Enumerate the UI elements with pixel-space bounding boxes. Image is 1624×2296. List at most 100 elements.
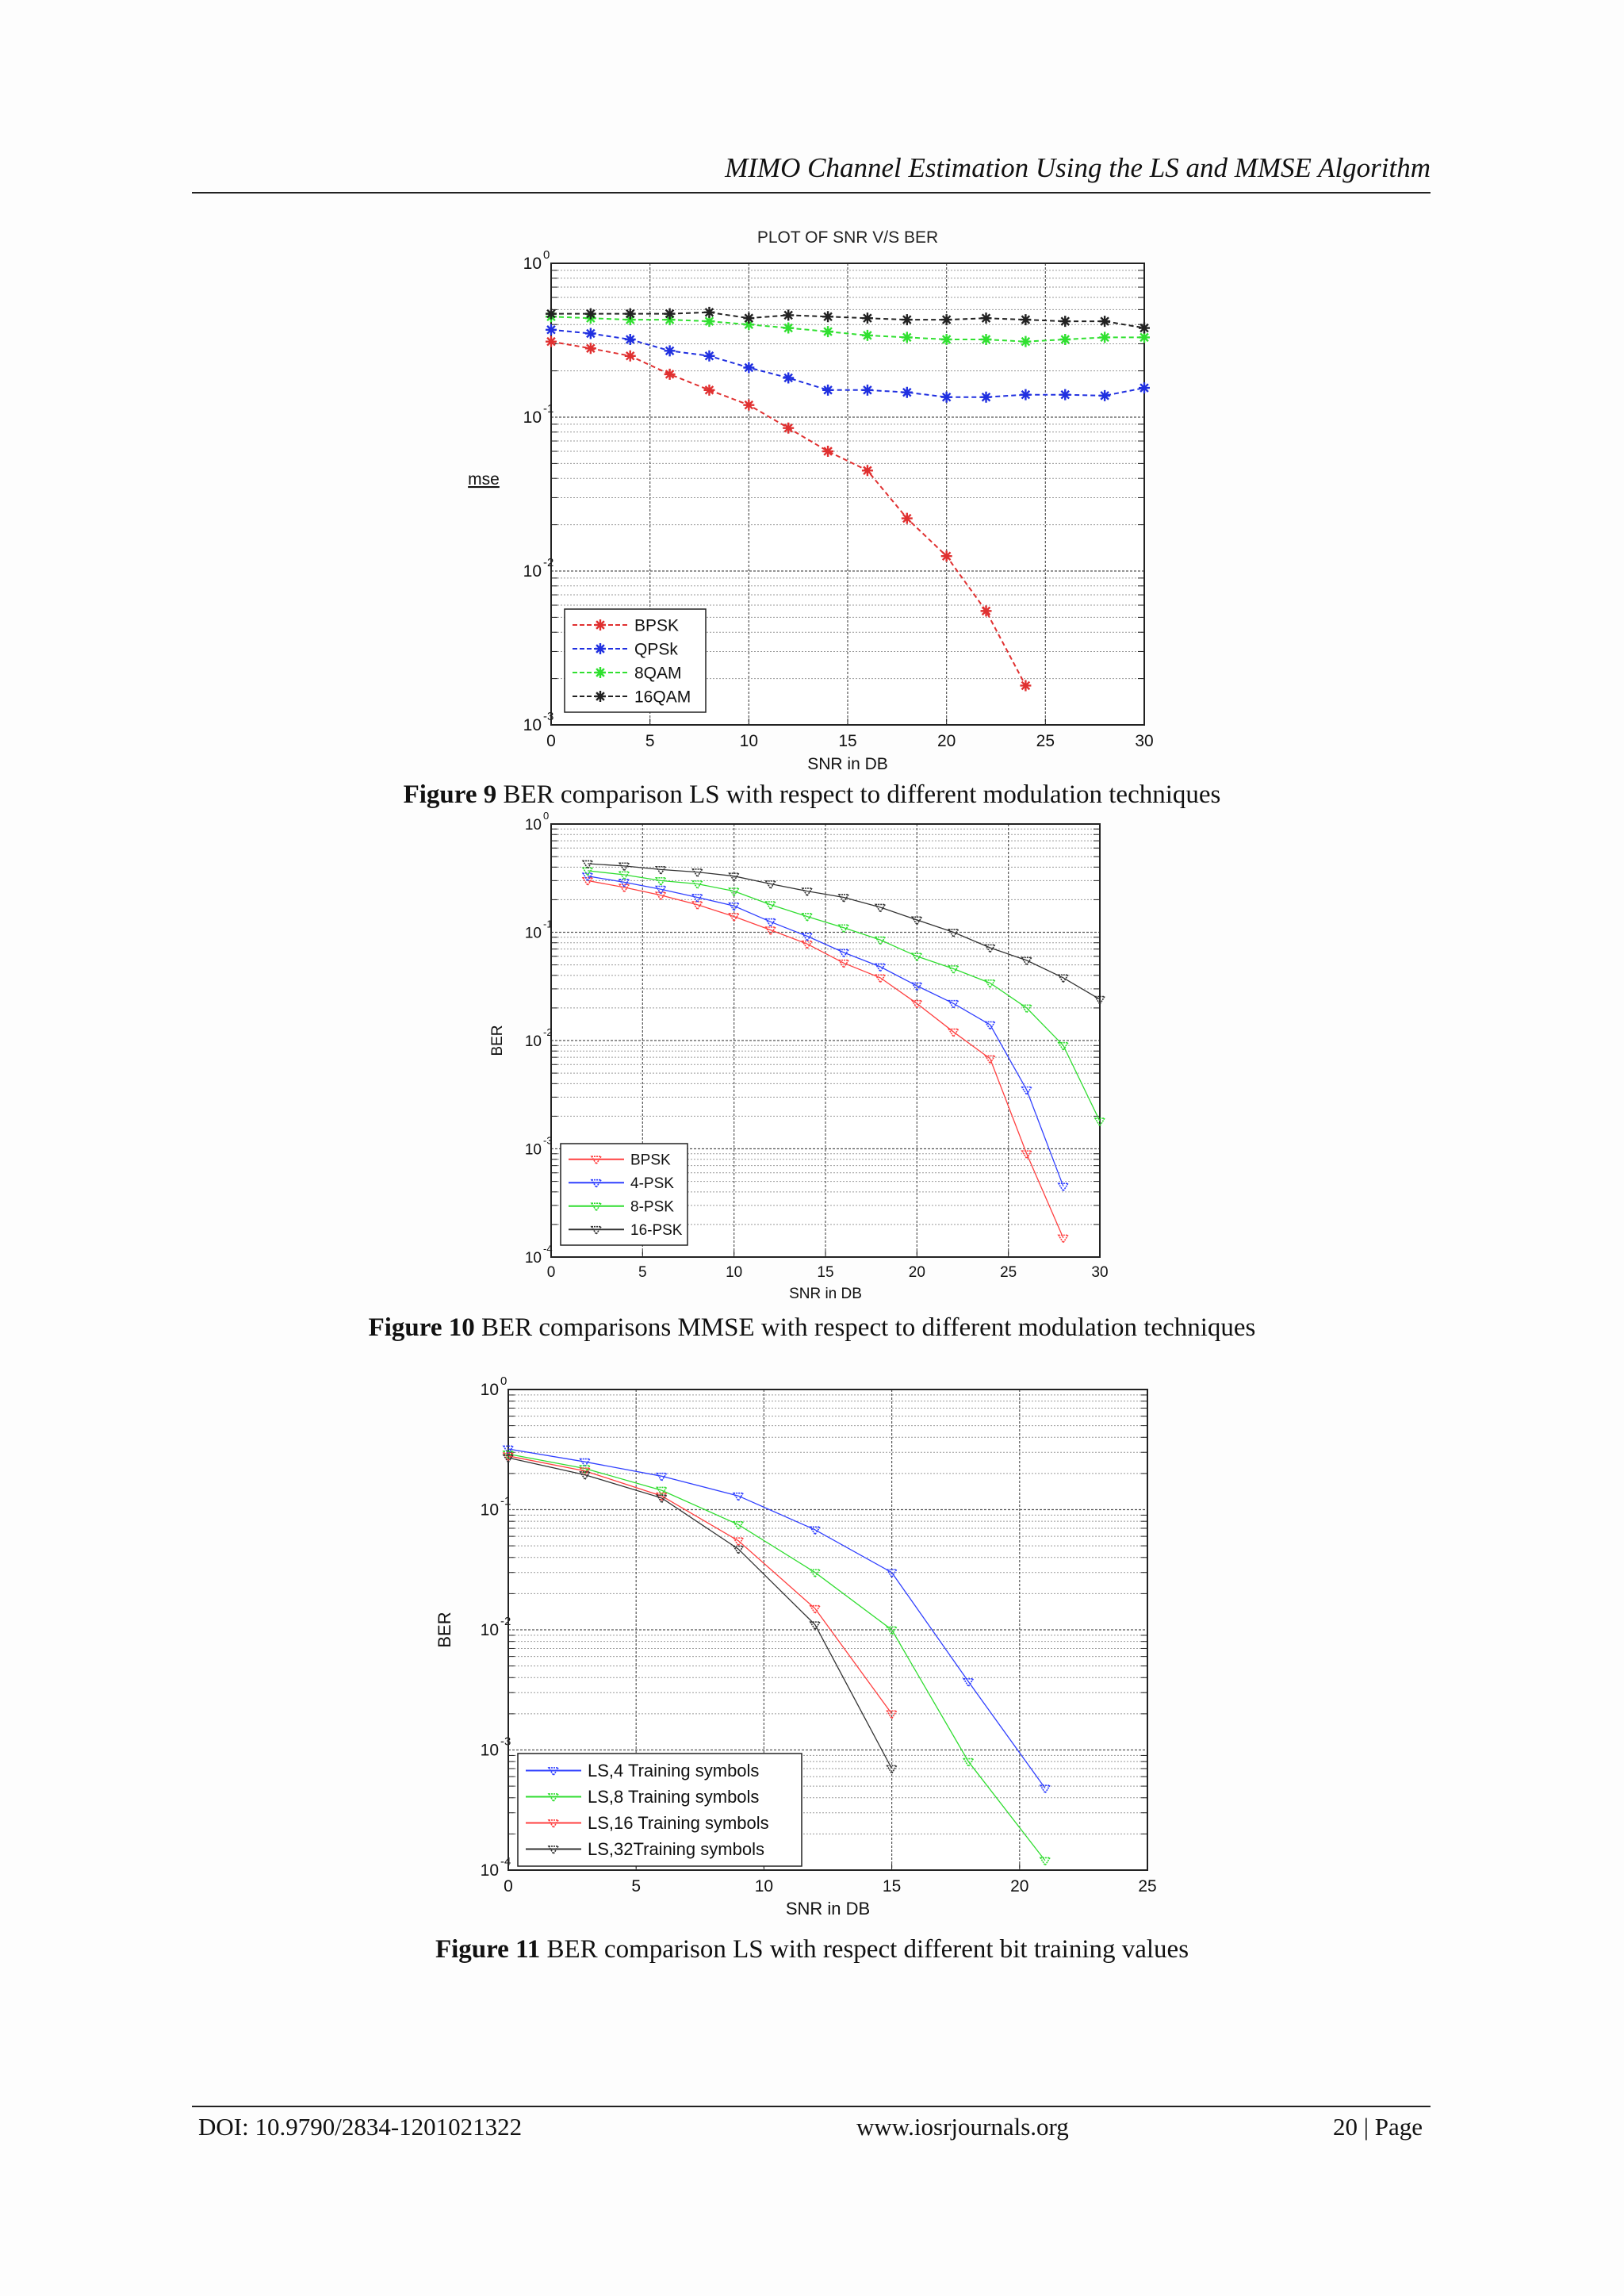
data-point-marker — [584, 308, 596, 320]
data-point-marker — [1039, 1784, 1051, 1795]
data-point-marker — [579, 1471, 592, 1481]
legend-entry-label: LS,8 Training symbols — [588, 1787, 759, 1807]
data-point-marker — [664, 314, 676, 326]
data-point-marker — [940, 334, 952, 346]
y-tick-exponent: 0 — [543, 810, 549, 822]
x-tick-label: 15 — [838, 732, 856, 750]
data-point-marker — [624, 308, 636, 320]
series-ls-16-training-symbols — [502, 1452, 898, 1720]
y-tick-label: 10 — [525, 1250, 542, 1267]
legend-entry-label: 16QAM — [634, 688, 691, 706]
y-tick-label: 10 — [481, 1381, 499, 1399]
data-point-marker — [547, 1846, 560, 1856]
data-point-marker — [590, 1225, 603, 1236]
series-ls-32training-symbols — [502, 1454, 898, 1775]
data-point-marker — [1039, 1857, 1051, 1867]
series-qpsk — [546, 324, 1150, 403]
data-point-marker — [547, 1793, 560, 1803]
data-point-marker — [664, 345, 676, 357]
data-point-marker — [783, 322, 795, 334]
data-point-marker — [764, 926, 777, 937]
data-point-marker — [728, 913, 741, 923]
data-point-marker — [728, 902, 741, 912]
x-tick-label: 25 — [1036, 732, 1055, 750]
data-point-marker — [590, 1156, 603, 1166]
y-tick-label: 10 — [523, 562, 542, 581]
data-point-marker — [809, 1569, 822, 1579]
data-point-marker — [654, 876, 667, 887]
data-point-marker — [962, 1757, 975, 1768]
data-point-marker — [547, 1767, 560, 1777]
data-point-marker — [654, 885, 667, 895]
data-point-marker — [584, 328, 596, 339]
data-point-marker — [764, 901, 777, 911]
y-axis-label: BER — [489, 1025, 506, 1056]
data-point-marker — [962, 1678, 975, 1688]
figure-9-label: Figure 9 — [403, 780, 497, 809]
data-point-marker — [743, 319, 755, 331]
footer-rule — [192, 2106, 1431, 2107]
data-point-marker — [703, 316, 715, 328]
figure-10-caption-text: BER comparisons MMSE with respect to dif… — [481, 1313, 1256, 1342]
data-point-marker — [502, 1454, 515, 1464]
footer-doi: DOI: 10.9790/2834-1201021322 — [198, 2113, 523, 2141]
data-point-marker — [691, 868, 703, 879]
data-point-marker — [579, 1465, 592, 1475]
data-point-marker — [743, 312, 755, 324]
y-tick-label: 10 — [525, 1142, 542, 1159]
plot-frame — [550, 823, 1101, 1258]
x-tick-label: 25 — [1138, 1877, 1156, 1895]
data-point-marker — [861, 329, 873, 341]
data-point-marker — [809, 1526, 822, 1536]
legend-entry-label: BPSK — [634, 616, 679, 634]
data-point-marker — [655, 1486, 668, 1497]
data-point-marker — [980, 312, 992, 324]
series-line — [588, 863, 1101, 1000]
y-tick-label: 10 — [525, 1033, 542, 1050]
header-rule — [192, 192, 1431, 194]
x-tick-label: 0 — [504, 1877, 513, 1895]
data-point-marker — [595, 619, 606, 631]
data-point-marker — [502, 1445, 515, 1455]
legend-box — [564, 608, 707, 713]
x-tick-label: 20 — [909, 1264, 925, 1281]
data-point-marker — [901, 512, 913, 524]
x-axis-label: SNR in DB — [789, 1286, 862, 1302]
y-axis-label: mse — [468, 470, 500, 489]
data-point-marker — [948, 929, 959, 939]
y-tick-label: 10 — [523, 716, 542, 734]
chart-legend: LS,4 Training symbols LS,8 Training symbo… — [517, 1753, 802, 1867]
y-tick-exponent: -2 — [500, 1615, 511, 1628]
data-point-marker — [691, 880, 703, 890]
y-tick-exponent: -3 — [543, 710, 553, 723]
figure-11-caption-text: BER comparison LS with respect different… — [546, 1935, 1189, 1964]
chart-title: PLOT OF SNR V/S BER — [757, 228, 938, 247]
data-point-marker — [732, 1492, 745, 1502]
data-point-marker — [822, 311, 834, 323]
data-point-marker — [618, 878, 630, 888]
x-tick-label: 10 — [755, 1877, 773, 1895]
data-point-marker — [901, 386, 913, 398]
data-point-marker — [910, 999, 923, 1010]
x-axis-label: SNR in DB — [786, 1899, 870, 1918]
data-point-marker — [624, 314, 636, 326]
data-point-marker — [1021, 1086, 1033, 1096]
data-point-marker — [940, 550, 952, 562]
figure-9-caption-text: BER comparison LS with respect to differ… — [503, 780, 1221, 809]
data-point-marker — [1099, 316, 1111, 328]
series-line — [587, 876, 1064, 1187]
plot-frame — [508, 1389, 1148, 1871]
data-point-marker — [901, 332, 913, 343]
data-point-marker — [984, 1021, 997, 1031]
data-point-marker — [886, 1626, 898, 1636]
data-point-marker — [1139, 382, 1150, 394]
footer-url: www.iosrjournals.org — [856, 2113, 1069, 2141]
y-tick-label: 10 — [481, 1861, 499, 1880]
figure-9-caption: Figure 9 BER comparison LS with respect … — [0, 780, 1624, 810]
data-point-marker — [1057, 974, 1070, 984]
data-point-marker — [948, 999, 959, 1010]
y-tick-exponent: 0 — [543, 248, 550, 262]
data-point-marker — [901, 314, 913, 326]
y-tick-label: 10 — [525, 817, 542, 834]
data-point-marker — [980, 391, 992, 403]
